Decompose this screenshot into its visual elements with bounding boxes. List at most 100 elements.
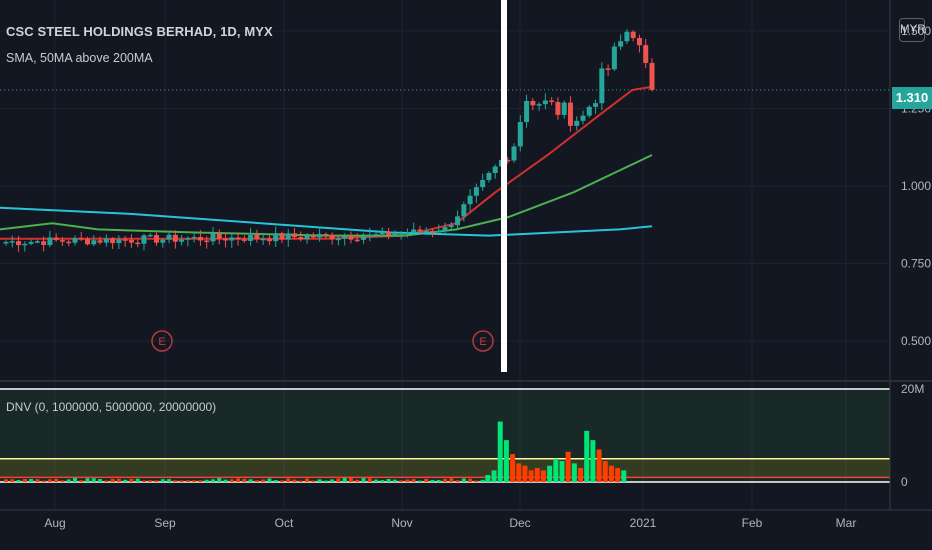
candle-body [517, 122, 523, 147]
candle-body [197, 236, 203, 241]
candle-body [467, 195, 473, 205]
volume-bar [528, 470, 534, 482]
candle-body [103, 238, 109, 243]
earnings-marker-icon [151, 330, 173, 352]
ma-line-200ma [0, 206, 653, 237]
candle-body [304, 235, 310, 240]
volume-bar [380, 480, 385, 482]
volume-zone-band [0, 389, 890, 482]
candle-body [59, 240, 65, 242]
volume-bar [590, 440, 596, 482]
x-tick-label: Feb [742, 516, 763, 530]
candle-body [436, 231, 442, 233]
candle-body [172, 234, 178, 242]
candle-body [292, 233, 298, 238]
volume-bar [540, 470, 546, 482]
volume-bar [273, 480, 278, 482]
volume-bar [141, 480, 146, 482]
volume-bar [35, 479, 40, 482]
volume-bar [66, 479, 71, 482]
candle-body [492, 166, 498, 174]
volume-bar [154, 480, 159, 482]
volume-bar [553, 458, 559, 482]
volume-bar [185, 480, 190, 482]
volume-indicator-label[interactable]: DNV (0, 1000000, 5000000, 20000000) [6, 400, 217, 414]
candle-body [28, 241, 34, 244]
volume-bar [578, 468, 584, 482]
candle-body [141, 235, 147, 244]
volume-bar [204, 479, 209, 482]
currency-button[interactable]: MYR [899, 18, 926, 42]
candle-body [404, 232, 410, 235]
candle-body [417, 229, 423, 232]
volume-bar [615, 468, 621, 482]
volume-bar [41, 480, 46, 482]
volume-bar [29, 478, 34, 482]
earnings-marker-icon [472, 330, 494, 352]
candle-body [586, 106, 592, 116]
candle-body [580, 115, 586, 121]
volume-bar [267, 478, 272, 482]
candle-body [191, 236, 197, 239]
candle-body [354, 239, 360, 242]
candle-body [204, 240, 210, 242]
volume-bar [91, 478, 96, 482]
indicator-title[interactable]: SMA, 50MA above 200MA [6, 51, 153, 65]
volume-bar [571, 463, 577, 482]
candle-body [511, 146, 517, 161]
candle-body [210, 233, 216, 242]
volume-bar [559, 461, 565, 482]
candle-body [273, 233, 279, 242]
candle-body [317, 233, 323, 238]
volume-panel [0, 388, 890, 483]
grid [0, 0, 890, 510]
candle-body [630, 31, 636, 38]
candle-body [279, 233, 285, 240]
volume-bar [72, 477, 77, 482]
candle-body [411, 229, 417, 233]
volume-bar [485, 475, 491, 482]
volume-bar [336, 478, 341, 482]
candle-body [329, 234, 335, 240]
candle-body [248, 235, 254, 241]
y-tick-label: 0.500 [901, 334, 931, 348]
symbol-title[interactable]: CSC STEEL HOLDINGS BERHAD, 1D, MYX [6, 24, 273, 39]
volume-bar [192, 480, 197, 482]
candle-body [122, 239, 128, 241]
candle-body [605, 68, 611, 70]
candle-body [179, 239, 185, 242]
volume-bar [223, 479, 228, 482]
volume-bar [399, 480, 404, 482]
volume-bar [54, 478, 59, 482]
candle-body [229, 237, 235, 241]
volume-bar [596, 449, 602, 482]
x-tick-label: Oct [275, 516, 294, 530]
volume-bar [104, 480, 109, 482]
candle-body [423, 230, 429, 233]
volume-bar [210, 479, 215, 482]
candle-body [9, 241, 15, 243]
candle-body [285, 233, 291, 240]
vertical-highlight-line [501, 0, 507, 372]
volume-bar [4, 479, 8, 482]
volume-bar [167, 479, 172, 482]
volume-bar [254, 480, 259, 482]
candle-body [216, 233, 222, 239]
volume-bar [503, 440, 509, 482]
volume-bar [405, 479, 410, 482]
volume-bar [173, 480, 178, 482]
candle-body [91, 240, 97, 245]
volume-bar [491, 470, 497, 482]
volume-bar [16, 479, 21, 482]
candle-body [643, 45, 649, 63]
x-tick-label: Dec [509, 516, 530, 530]
y-tick-label: 1.000 [901, 179, 931, 193]
volume-bar [135, 478, 140, 482]
candle-body [78, 237, 84, 240]
volume-bar [417, 480, 422, 482]
candle-body [166, 234, 172, 240]
candle-body [574, 120, 580, 126]
candle-body [549, 100, 555, 103]
volume-bar [480, 479, 485, 482]
